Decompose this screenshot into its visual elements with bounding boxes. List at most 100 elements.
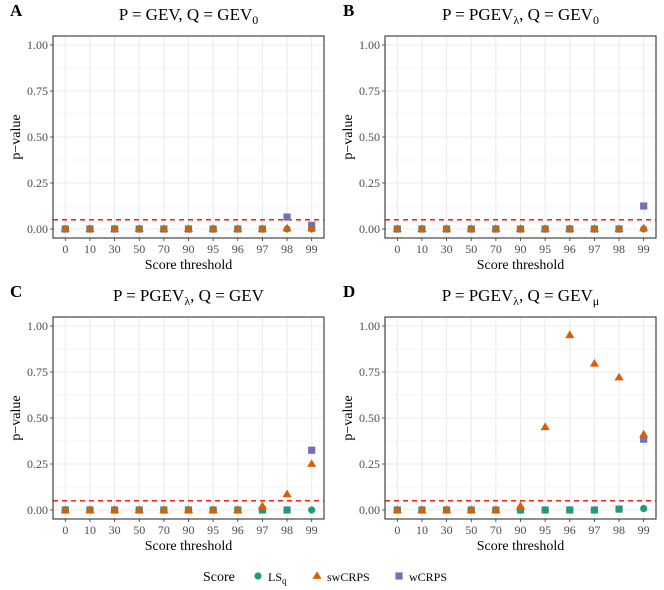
data-point-ls bbox=[541, 506, 549, 514]
data-point-swcrps bbox=[540, 224, 550, 232]
x-tick-label: 30 bbox=[441, 242, 453, 256]
legend-key-ls bbox=[254, 572, 262, 580]
y-tick-label: 0.00 bbox=[27, 222, 48, 236]
y-tick-label: 1.00 bbox=[27, 319, 48, 333]
data-point-swcrps bbox=[392, 505, 402, 513]
data-point-swcrps bbox=[183, 224, 194, 232]
data-point-swcrps bbox=[233, 224, 243, 232]
x-tick-label: 99 bbox=[306, 523, 318, 537]
y-tick-label: 0.50 bbox=[27, 411, 48, 425]
data-point-swcrps bbox=[60, 224, 70, 232]
data-point-ls bbox=[590, 506, 599, 514]
data-point-swcrps bbox=[515, 501, 526, 510]
data-point-wcrps bbox=[640, 202, 648, 210]
x-tick-label: 90 bbox=[515, 242, 527, 256]
legend-label: wCRPS bbox=[409, 570, 447, 584]
data-point-swcrps bbox=[282, 489, 292, 498]
x-tick-label: 30 bbox=[109, 242, 121, 256]
x-axis-label: Score threshold bbox=[477, 539, 564, 554]
y-tick-label: 0.75 bbox=[27, 365, 48, 379]
x-tick-label: 99 bbox=[638, 242, 650, 256]
x-tick-label: 70 bbox=[490, 523, 502, 537]
x-tick-label: 50 bbox=[465, 523, 477, 537]
data-point-swcrps bbox=[159, 224, 169, 232]
data-point-swcrps bbox=[491, 224, 501, 232]
x-tick-label: 97 bbox=[256, 242, 268, 256]
y-axis-label: p−value bbox=[9, 395, 24, 440]
x-tick-label: 50 bbox=[133, 523, 145, 537]
x-tick-label: 50 bbox=[465, 242, 477, 256]
y-axis-label: p−value bbox=[9, 114, 24, 159]
data-point-swcrps bbox=[639, 223, 649, 232]
x-tick-label: 95 bbox=[539, 242, 551, 256]
x-tick-label: 95 bbox=[539, 523, 551, 537]
panel-title: P = PGEVλ, Q = GEV0 bbox=[442, 5, 599, 27]
x-tick-label: 99 bbox=[638, 523, 650, 537]
data-point-swcrps bbox=[134, 224, 144, 232]
x-tick-label: 0 bbox=[394, 523, 400, 537]
legend-key-wcrps bbox=[395, 572, 403, 580]
x-tick-label: 99 bbox=[306, 242, 318, 256]
data-point-swcrps bbox=[208, 224, 218, 232]
y-axis-label: p−value bbox=[341, 395, 356, 440]
data-point-wcrps bbox=[283, 213, 291, 221]
y-tick-label: 0.00 bbox=[359, 222, 380, 236]
x-tick-label: 95 bbox=[207, 523, 219, 537]
data-point-swcrps bbox=[614, 224, 624, 232]
panel-b: 0.00 0.25 0.50 0.75 1.00 0 10 30 50 70 90 95 96 97 98 9… bbox=[341, 1, 657, 273]
x-tick-label: 95 bbox=[207, 242, 219, 256]
data-point-swcrps bbox=[257, 224, 267, 232]
x-tick-label: 96 bbox=[564, 242, 576, 256]
y-tick-label: 0.75 bbox=[27, 84, 48, 98]
legend-label: swCRPS bbox=[327, 570, 370, 584]
x-tick-label: 50 bbox=[133, 242, 145, 256]
legend: Score LSq swCRPS wCRPS bbox=[203, 570, 447, 586]
y-tick-label: 1.00 bbox=[359, 38, 380, 52]
data-point-swcrps bbox=[515, 224, 526, 232]
panel-label: B bbox=[343, 1, 354, 20]
x-tick-label: 10 bbox=[84, 523, 96, 537]
data-point-swcrps bbox=[110, 505, 120, 513]
legend-key-swcrps bbox=[312, 571, 322, 579]
x-tick-label: 96 bbox=[564, 523, 576, 537]
y-tick-label: 0.50 bbox=[359, 130, 380, 144]
legend-item-swcrps: swCRPS bbox=[312, 570, 370, 584]
panel-title: P = PGEVλ, Q = GEVμ bbox=[442, 286, 599, 308]
x-tick-label: 90 bbox=[183, 523, 195, 537]
panel-title: P = PGEVλ, Q = GEV bbox=[113, 286, 265, 308]
x-tick-label: 98 bbox=[281, 523, 293, 537]
y-tick-label: 0.75 bbox=[359, 365, 380, 379]
y-tick-label: 0.00 bbox=[27, 503, 48, 517]
x-tick-label: 0 bbox=[62, 523, 68, 537]
y-tick-label: 0.25 bbox=[359, 176, 380, 190]
panel-label: C bbox=[10, 282, 22, 301]
x-tick-label: 30 bbox=[109, 523, 121, 537]
data-point-swcrps bbox=[442, 224, 452, 232]
x-axis-label: Score threshold bbox=[145, 539, 232, 554]
data-point-swcrps bbox=[257, 501, 267, 510]
x-tick-label: 70 bbox=[490, 242, 502, 256]
legend-item-wcrps: wCRPS bbox=[395, 570, 447, 584]
panel-a: 0.00 0.25 0.50 0.75 1.00 0 10 30 50 70 90 95 96 97 98 9… bbox=[9, 1, 325, 273]
data-point-ls bbox=[615, 505, 623, 513]
data-point-swcrps bbox=[282, 223, 292, 232]
x-tick-label: 70 bbox=[158, 523, 170, 537]
x-tick-label: 30 bbox=[441, 523, 453, 537]
x-tick-label: 98 bbox=[613, 523, 625, 537]
data-point-swcrps bbox=[85, 224, 95, 232]
panel-c: 0.00 0.25 0.50 0.75 1.00 0 10 30 50 70 90 95 96 97 98 9… bbox=[9, 282, 325, 554]
data-point-swcrps bbox=[110, 224, 120, 232]
data-point-swcrps bbox=[540, 422, 550, 431]
data-point-swcrps bbox=[183, 505, 194, 513]
data-point-swcrps bbox=[307, 459, 317, 467]
panel-label: D bbox=[343, 282, 355, 301]
data-point-ls bbox=[566, 506, 574, 514]
panel-border bbox=[384, 316, 657, 520]
x-tick-label: 0 bbox=[394, 242, 400, 256]
data-point-swcrps bbox=[417, 224, 427, 232]
data-point-swcrps bbox=[307, 223, 317, 232]
data-point-swcrps bbox=[466, 224, 476, 232]
legend-title: Score bbox=[203, 570, 235, 585]
x-tick-label: 90 bbox=[515, 523, 527, 537]
